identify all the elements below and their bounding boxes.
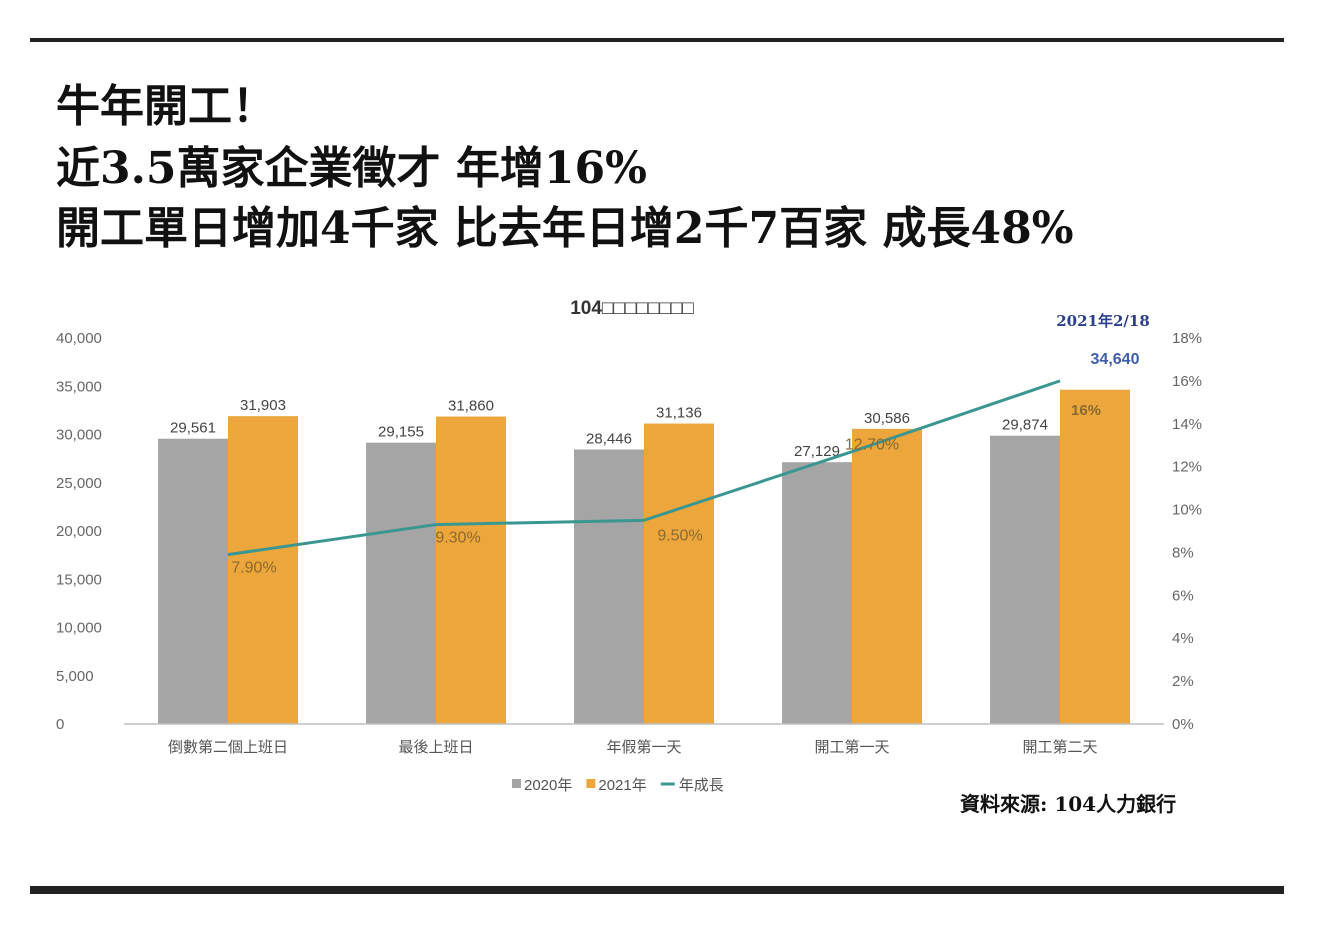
bar-2021 <box>436 416 506 724</box>
y-left-tick-label: 25,000 <box>56 475 102 492</box>
y-left-tick-label: 10,000 <box>56 620 102 637</box>
top-rule <box>30 38 1284 42</box>
bar-data-label: 31,860 <box>448 398 494 415</box>
headline-line-2: 近3.5萬家企業徵才 年增16% <box>56 143 647 194</box>
date-annotation: 2021年2/18 <box>1056 312 1150 330</box>
growth-data-label: 16% <box>1071 402 1101 419</box>
y-left-tick-label: 40,000 <box>56 330 102 347</box>
bar-2021 <box>1060 389 1130 724</box>
y-left-tick-label: 35,000 <box>56 378 102 395</box>
growth-data-label: 7.90% <box>231 560 276 577</box>
y-right-tick-label: 2% <box>1172 673 1194 690</box>
legend-entry: 2020年 <box>524 777 572 794</box>
bar-data-label: 28,446 <box>586 430 632 447</box>
legend-entry: 年成長 <box>679 777 724 794</box>
bar-data-label: 29,874 <box>1002 417 1048 434</box>
bar-data-label: 31,136 <box>656 405 702 422</box>
bar-2020 <box>990 435 1060 724</box>
data-source: 資料來源: 104人力銀行 <box>960 792 1177 816</box>
legend-swatch <box>586 779 596 788</box>
growth-data-label: 9.30% <box>435 530 480 547</box>
x-tick-label: 最後上班日 <box>398 739 473 756</box>
y-right-tick-label: 14% <box>1172 416 1202 433</box>
bar-2020 <box>782 462 852 724</box>
highlight-value: 34,640 <box>1091 351 1140 368</box>
x-tick-label: 年假第一天 <box>606 738 681 756</box>
bar-data-label: 29,561 <box>170 420 216 437</box>
y-right-tick-label: 6% <box>1172 587 1194 604</box>
bar-2020 <box>158 438 228 724</box>
bar-2020 <box>574 449 644 724</box>
headline-line-1: 牛年開工！ <box>56 81 276 132</box>
bar-data-label: 29,155 <box>378 424 424 441</box>
legend-swatch <box>512 779 521 788</box>
bar-data-label: 27,129 <box>794 443 840 460</box>
bar-data-label: 30,586 <box>864 410 910 427</box>
bar-2020 <box>366 442 436 724</box>
legend-entry: 2021年 <box>598 777 646 794</box>
y-left-tick-label: 0 <box>56 716 64 733</box>
y-right-tick-label: 8% <box>1172 544 1194 561</box>
y-left-tick-label: 15,000 <box>56 571 102 588</box>
job-openings-chart: 104□□□□□□□□ 0 5,000 10,000 15,000 20,000 25,00… <box>56 298 1202 794</box>
y-right-tick-label: 18% <box>1172 330 1202 347</box>
y-right-tick-label: 0% <box>1172 716 1194 733</box>
y-right-tick-label: 12% <box>1172 459 1202 476</box>
growth-line <box>227 379 1061 557</box>
y-left-tick-label: 30,000 <box>56 427 102 444</box>
growth-data-label: 9.50% <box>657 527 702 544</box>
bar-data-label: 31,903 <box>240 397 286 414</box>
bar-2021 <box>852 428 922 724</box>
x-tick-label: 開工第二天 <box>1022 738 1097 756</box>
y-right-tick-label: 10% <box>1172 502 1202 519</box>
y-right-tick-label: 16% <box>1172 373 1202 390</box>
bar-2021 <box>644 423 714 724</box>
x-tick-label: 開工第一天 <box>814 738 889 756</box>
y-left-tick-label: 5,000 <box>56 668 94 685</box>
y-left-tick-label: 20,000 <box>56 523 102 540</box>
growth-data-label: 12.70% <box>845 437 899 454</box>
headline-line-3: 開工單日增加4千家 比去年日增2千7百家 成長48% <box>56 203 1074 254</box>
y-right-tick-label: 4% <box>1172 630 1194 647</box>
x-tick-label: 倒數第二個上班日 <box>168 738 288 756</box>
chart-title: 104□□□□□□□□ <box>570 298 694 319</box>
bottom-rule <box>30 886 1284 894</box>
bar-2021 <box>228 416 298 724</box>
